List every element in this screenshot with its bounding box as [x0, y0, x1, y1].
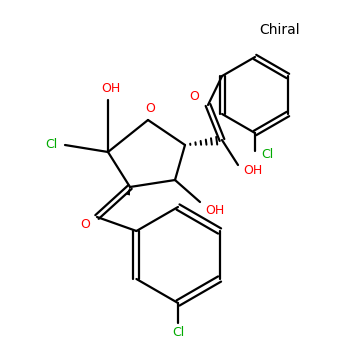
Text: O: O: [145, 102, 155, 114]
Text: OH: OH: [205, 203, 225, 217]
Text: OH: OH: [243, 163, 262, 176]
Text: O: O: [80, 218, 90, 231]
Text: O: O: [189, 91, 199, 104]
Text: Cl: Cl: [45, 139, 57, 152]
Text: Cl: Cl: [172, 327, 184, 340]
Text: Chiral: Chiral: [260, 23, 300, 37]
Text: OH: OH: [102, 82, 121, 95]
Text: Cl: Cl: [261, 148, 273, 161]
Polygon shape: [126, 187, 130, 196]
